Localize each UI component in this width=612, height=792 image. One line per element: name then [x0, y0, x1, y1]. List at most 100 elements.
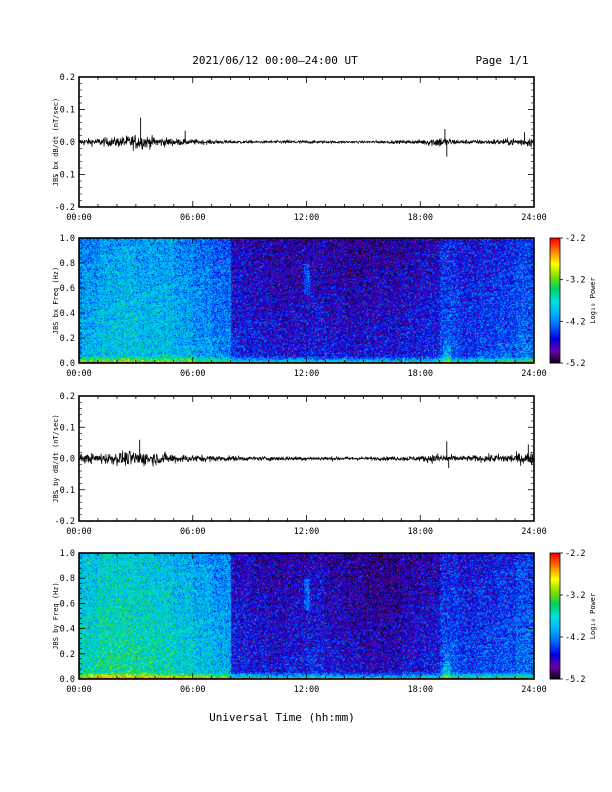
- y-tick-label: 0.0: [60, 359, 75, 369]
- colorbar-segment: [550, 555, 560, 558]
- x-tick-label: 18:00: [407, 213, 433, 223]
- colorbar-segment: [550, 254, 560, 258]
- x-tick-label: 12:00: [294, 527, 320, 537]
- y-tick-label: -0.1: [55, 486, 75, 496]
- x-axis-title: Universal Time (hh:mm): [209, 711, 355, 724]
- colorbar-label: Log₁₀ Power: [589, 277, 597, 323]
- colorbar-segment: [550, 588, 560, 592]
- colorbar-segment: [550, 622, 560, 625]
- x-tick-label: 24:00: [521, 527, 547, 537]
- panel-jbs-by-spectrogram: 00:00 06:00 12:00 18:00 24:00 1.0 0.8 0.6 0.4 0.2…: [52, 549, 597, 695]
- y-tick-label: 0.8: [60, 259, 75, 269]
- panel-jbs-bx-dbdt: 00:00 06:00 12:00 18:00 24:00 0.2 0.1 0.0 -0.1 -0…: [52, 73, 547, 223]
- colorbar-segment: [550, 647, 560, 651]
- colorbar-segment: [550, 660, 560, 663]
- spectrogram-image: [79, 553, 534, 679]
- y-axis-label: JBS bx dB/dt (nT/sec): [52, 98, 60, 187]
- colorbar-segment: [550, 354, 560, 358]
- colorbar-segment: [550, 344, 560, 347]
- colorbar-segment: [550, 327, 560, 331]
- colorbar-segment: [550, 578, 560, 581]
- dbdt-trace: [78, 450, 535, 467]
- colorbar-segment: [550, 279, 560, 283]
- colorbar-segment: [550, 653, 560, 657]
- colorbar-segment: [550, 632, 560, 636]
- colorbar-segment: [550, 664, 560, 667]
- colorbar-segment: [550, 238, 560, 241]
- y-tick-label: 0.4: [60, 309, 75, 319]
- x-tick-label: 06:00: [180, 213, 206, 223]
- colorbar-segment: [550, 260, 560, 264]
- colorbar-segment: [550, 352, 560, 356]
- colorbar-segment: [550, 252, 560, 256]
- colorbar-segment: [550, 325, 560, 329]
- colorbar-segment: [550, 360, 560, 364]
- colorbar-segment: [550, 584, 560, 588]
- x-tick-label: 12:00: [294, 685, 320, 695]
- page-title: 2021/06/12 00:00–24:00 UT: [192, 54, 358, 67]
- colorbar-segment: [550, 567, 560, 571]
- colorbar-segment: [550, 655, 560, 659]
- y-tick-label: 0.0: [60, 138, 75, 148]
- y-tick-label: -0.2: [55, 203, 75, 213]
- colorbar-segment: [550, 609, 560, 613]
- panel-jbs-bx-spectrogram: 00:00 06:00 12:00 18:00 24:00 1.0 0.8 0.6 0.4 0.2…: [52, 234, 597, 379]
- colorbar-segment: [550, 605, 560, 609]
- colorbar-segment: [550, 308, 560, 312]
- x-tick-label: 18:00: [407, 527, 433, 537]
- colorbar-segment: [550, 275, 560, 279]
- colorbar-segment: [550, 269, 560, 272]
- colorbar-segment: [550, 569, 560, 573]
- colorbar-segment: [550, 246, 560, 249]
- colorbar-segment: [550, 313, 560, 316]
- colorbar-segment: [550, 601, 560, 604]
- colorbar-segment: [550, 271, 560, 274]
- x-tick-label: 18:00: [407, 685, 433, 695]
- y-tick-label: 0.1: [60, 106, 75, 116]
- colorbar-segment: [550, 333, 560, 337]
- x-tick-label: 00:00: [66, 685, 92, 695]
- colorbar-segment: [550, 639, 560, 642]
- y-tick-label: 0.4: [60, 625, 75, 635]
- colorbar-segment: [550, 662, 560, 665]
- colorbar-segment: [550, 265, 560, 268]
- page-number: Page 1/1: [476, 54, 529, 67]
- colorbar-tick-label: -3.2: [565, 591, 585, 601]
- colorbar-segment: [550, 645, 560, 648]
- colorbar-segment: [550, 626, 560, 630]
- colorbar-segment: [550, 340, 560, 343]
- y-tick-label: 0.2: [60, 392, 75, 402]
- colorbar-segment: [550, 576, 560, 579]
- x-tick-label: 18:00: [407, 369, 433, 379]
- colorbar-segment: [550, 288, 560, 291]
- colorbar-segment: [550, 302, 560, 306]
- colorbar-segment: [550, 565, 560, 569]
- colorbar-segment: [550, 637, 560, 640]
- colorbar-segment: [550, 258, 560, 262]
- colorbar-segment: [550, 658, 560, 661]
- colorbar-segment: [550, 613, 560, 617]
- y-tick-label: 0.6: [60, 599, 75, 609]
- colorbar-segment: [550, 281, 560, 285]
- x-tick-label: 24:00: [521, 685, 547, 695]
- colorbar-segment: [550, 317, 560, 320]
- colorbar-segment: [550, 672, 560, 676]
- y-tick-label: -0.2: [55, 517, 75, 527]
- colorbar-segment: [550, 304, 560, 308]
- colorbar-segment: [550, 250, 560, 254]
- colorbar-segment: [550, 358, 560, 362]
- colorbar-segment: [550, 571, 560, 575]
- colorbar-segment: [550, 557, 560, 560]
- x-tick-label: 00:00: [66, 369, 92, 379]
- y-tick-label: 1.0: [60, 549, 75, 559]
- colorbar-segment: [550, 620, 560, 623]
- colorbar-segment: [550, 263, 560, 266]
- spectrogram-image: [79, 238, 534, 363]
- colorbar-segment: [550, 676, 560, 680]
- colorbar-segment: [550, 616, 560, 619]
- y-tick-label: 0.0: [60, 675, 75, 685]
- colorbar-segment: [550, 290, 560, 293]
- colorbar-segment: [550, 603, 560, 606]
- y-tick-label: 0.0: [60, 455, 75, 465]
